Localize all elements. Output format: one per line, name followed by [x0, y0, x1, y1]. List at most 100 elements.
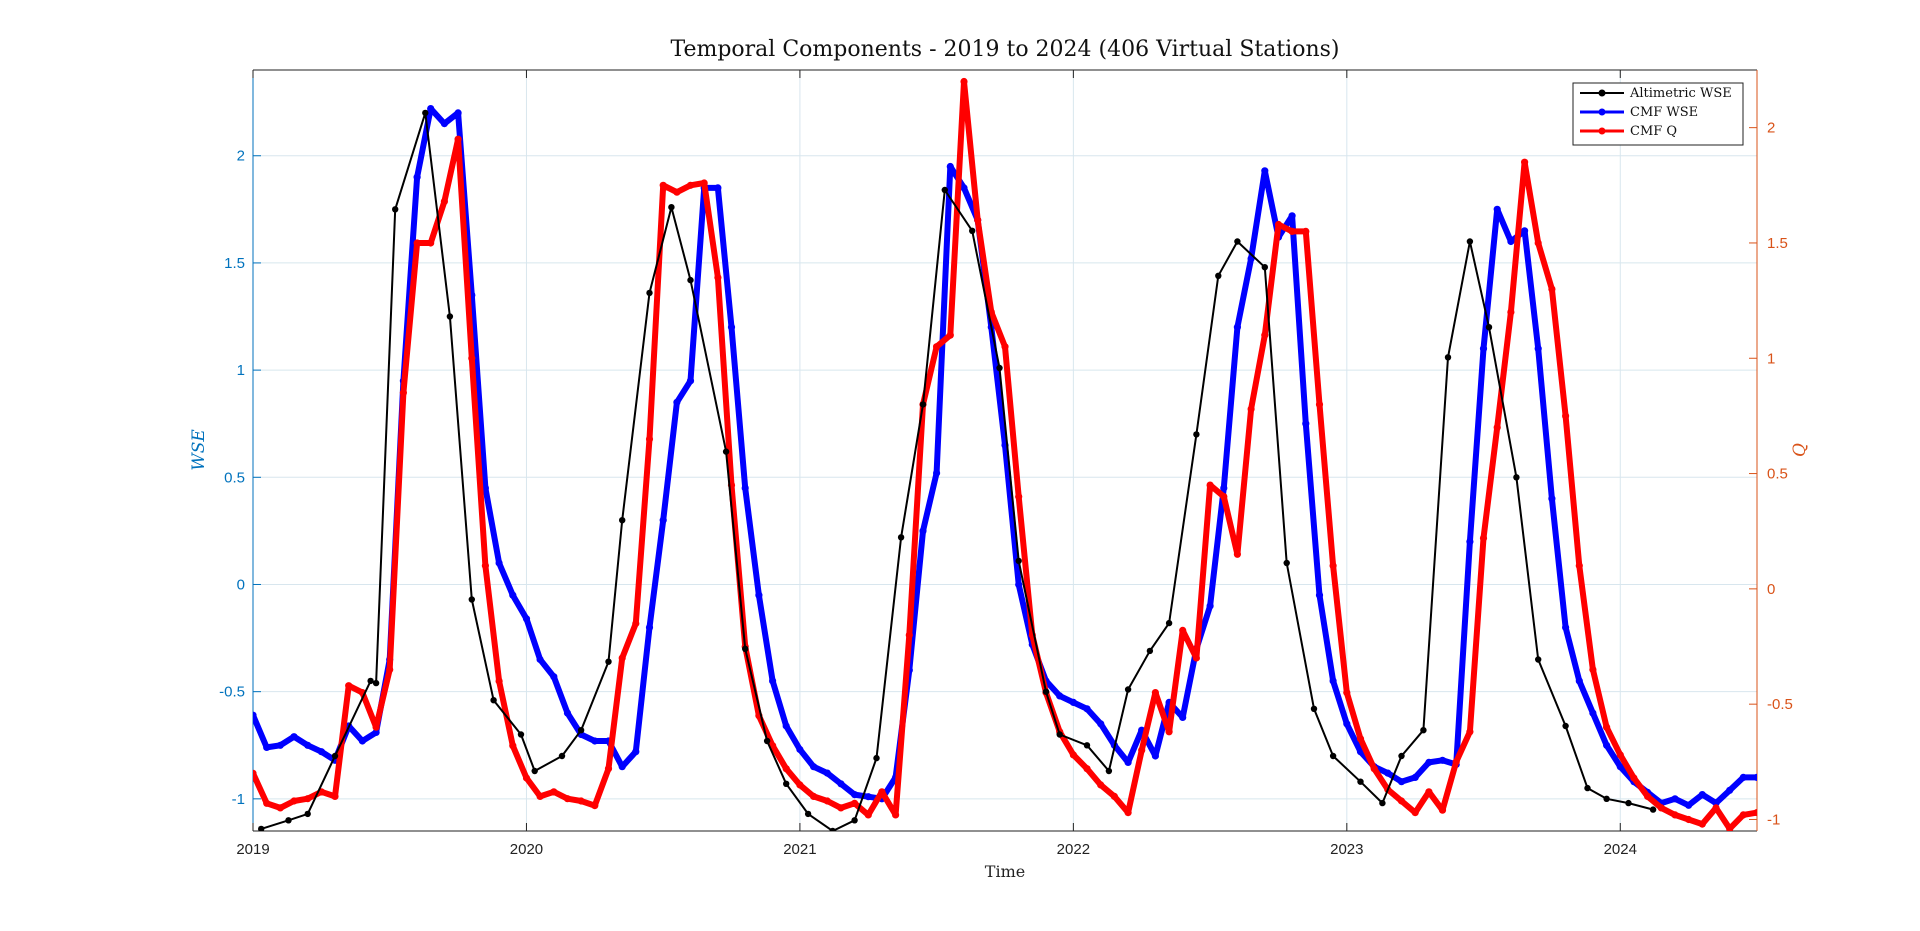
data-point-cmf-q	[1739, 811, 1747, 819]
legend-label-altimetric: Altimetric WSE	[1629, 86, 1732, 101]
data-point-altimetric-wse	[1146, 647, 1154, 655]
data-point-cmf-q	[1179, 626, 1187, 635]
data-point-altimetric-wse	[783, 780, 790, 787]
data-point-altimetric-wse	[1649, 806, 1657, 813]
data-point-cmf-wse	[1534, 345, 1542, 353]
data-point-cmf-wse	[372, 728, 380, 737]
data-point-cmf-wse	[632, 748, 640, 756]
data-point-cmf-q	[974, 216, 982, 224]
data-point-cmf-wse	[1753, 773, 1757, 781]
data-point-altimetric-wse	[531, 767, 538, 775]
data-point-cmf-q	[509, 742, 517, 750]
data-point-cmf-wse	[1479, 345, 1488, 353]
x-tick-label: 2019	[236, 841, 269, 858]
data-point-cmf-wse	[1589, 709, 1597, 717]
x-axis-label: Time	[985, 862, 1025, 881]
data-point-cmf-q	[946, 331, 954, 339]
series-line-altimetric-wse	[260, 111, 1655, 831]
ticks-layer: 2019 2020 2021 2022 2023 2024 -1 -0.5 0 0.5 1 1.5 2 -…	[219, 70, 1793, 858]
data-point-cmf-wse	[1083, 705, 1091, 713]
data-point-cmf-wse	[413, 173, 421, 181]
x-tick-label: 2021	[783, 841, 816, 858]
data-point-cmf-wse	[727, 323, 736, 331]
data-point-cmf-wse	[253, 711, 257, 719]
data-point-cmf-wse	[440, 120, 448, 128]
data-point-cmf-q	[522, 774, 531, 782]
data-point-altimetric-wse	[446, 313, 454, 320]
data-point-cmf-wse	[919, 527, 927, 535]
data-point-cmf-wse	[782, 722, 790, 730]
data-point-cmf-q	[700, 179, 708, 187]
data-point-cmf-q	[1616, 751, 1624, 759]
data-point-cmf-wse	[317, 748, 325, 756]
data-point-altimetric-wse	[1283, 559, 1290, 567]
data-point-cmf-wse	[823, 769, 831, 777]
data-point-altimetric-wse	[919, 401, 927, 408]
data-point-cmf-q	[1712, 804, 1720, 812]
y-tick-label-left: 2	[237, 148, 245, 165]
data-point-cmf-q	[1548, 285, 1556, 293]
data-point-cmf-wse	[1548, 495, 1556, 503]
data-point-altimetric-wse	[687, 276, 694, 284]
data-point-cmf-q	[1575, 562, 1583, 570]
data-point-cmf-wse	[1685, 801, 1693, 809]
data-point-cmf-wse	[1575, 677, 1583, 685]
data-point-cmf-q	[905, 631, 913, 639]
data-point-cmf-q	[1192, 654, 1200, 662]
y-tick-label-left: 1	[237, 362, 245, 379]
data-point-cmf-q	[686, 181, 695, 189]
data-point-cmf-wse	[1562, 623, 1570, 632]
x-tick-label: 2020	[510, 841, 543, 858]
data-point-cmf-wse	[1233, 323, 1241, 331]
data-point-cmf-q	[1151, 689, 1159, 697]
data-point-cmf-wse	[659, 516, 667, 524]
y-tick-label-left: -1	[232, 791, 245, 808]
data-point-cmf-q	[253, 769, 257, 777]
data-point-cmf-wse	[1179, 713, 1187, 722]
data-point-altimetric-wse	[969, 227, 976, 234]
data-point-cmf-wse	[1425, 758, 1433, 767]
legend-marker-cmf-q	[1598, 127, 1606, 135]
data-point-altimetric-wse	[1485, 324, 1493, 331]
chart-title: Temporal Components - 2019 to 2024 (406 …	[670, 37, 1339, 62]
data-point-cmf-q	[1329, 562, 1337, 570]
y-tick-label-left: 0.5	[224, 469, 245, 486]
data-point-altimetric-wse	[558, 752, 566, 760]
data-point-altimetric-wse	[285, 817, 292, 824]
data-point-cmf-wse	[1507, 237, 1515, 246]
data-point-altimetric-wse	[1261, 264, 1269, 271]
data-point-cmf-wse	[864, 793, 872, 801]
data-point-cmf-q	[495, 677, 503, 685]
data-point-cmf-q	[1138, 746, 1146, 754]
legend-label-cmf-wse: CMF WSE	[1630, 105, 1698, 120]
data-point-altimetric-wse	[1056, 731, 1063, 738]
data-point-cmf-q	[304, 795, 312, 803]
y-axis-label-left: WSE	[189, 429, 209, 471]
data-point-altimetric-wse	[619, 517, 626, 524]
data-point-cmf-q	[1206, 481, 1214, 489]
data-point-cmf-wse	[536, 655, 544, 664]
data-point-altimetric-wse	[1193, 431, 1200, 438]
y-axis-label-right: Q	[1790, 443, 1810, 457]
data-point-cmf-q	[550, 788, 558, 796]
data-point-cmf-wse	[1616, 763, 1624, 771]
data-point-cmf-q	[1097, 781, 1105, 789]
data-point-cmf-wse	[1097, 720, 1105, 728]
data-point-cmf-q	[1657, 804, 1665, 812]
data-point-cmf-q	[1698, 820, 1706, 828]
data-point-cmf-wse	[263, 743, 271, 752]
data-point-cmf-wse	[1069, 698, 1077, 707]
data-point-cmf-q	[1534, 239, 1542, 247]
data-point-cmf-q	[1411, 809, 1419, 817]
data-point-altimetric-wse	[422, 109, 429, 117]
data-point-cmf-q	[1110, 792, 1118, 801]
data-point-altimetric-wse	[1562, 722, 1569, 730]
data-point-cmf-q	[536, 792, 544, 801]
data-point-cmf-wse	[1603, 741, 1611, 749]
legend-marker-cmf-wse	[1598, 108, 1606, 116]
data-point-cmf-wse	[1302, 420, 1310, 428]
data-point-altimetric-wse	[1603, 795, 1610, 802]
data-point-cmf-q	[1753, 809, 1757, 817]
data-point-cmf-wse	[1671, 795, 1679, 803]
data-point-cmf-q	[276, 804, 284, 812]
